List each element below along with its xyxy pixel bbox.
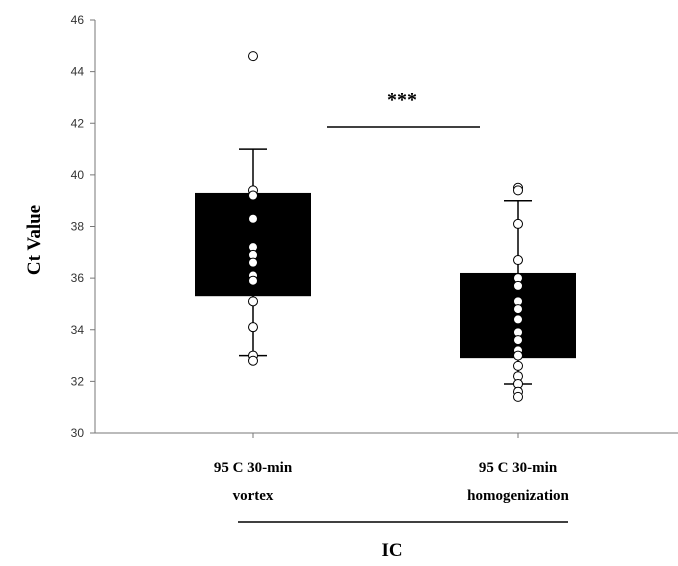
data-point <box>249 214 258 223</box>
data-point <box>249 297 258 306</box>
significance-label: *** <box>387 89 417 111</box>
data-point <box>514 361 523 370</box>
y-tick-label: 44 <box>71 65 85 79</box>
y-tick-label: 40 <box>71 168 85 182</box>
data-point <box>514 336 523 345</box>
data-point <box>514 392 523 401</box>
data-point <box>514 219 523 228</box>
data-point <box>249 276 258 285</box>
y-axis-title: Ct Value <box>24 205 45 275</box>
y-tick-label: 30 <box>71 426 85 440</box>
x-category-label-line2: homogenization <box>467 488 569 504</box>
y-tick-label: 34 <box>71 323 85 337</box>
x-axis-title: IC <box>381 540 402 561</box>
data-point <box>249 258 258 267</box>
data-point <box>249 191 258 200</box>
data-point <box>514 256 523 265</box>
y-tick-label: 38 <box>71 220 85 234</box>
x-category-label-line1: 95 C 30-min <box>214 460 293 476</box>
y-tick-label: 46 <box>71 13 85 27</box>
x-category-label-line2: vortex <box>233 488 274 504</box>
data-point <box>249 356 258 365</box>
y-tick-label: 32 <box>71 374 85 388</box>
significance-annotation: *** <box>327 89 480 127</box>
y-tick-label: 42 <box>71 116 85 130</box>
y-tick-label: 36 <box>71 271 85 285</box>
data-point <box>514 351 523 360</box>
data-point <box>249 323 258 332</box>
data-point <box>514 186 523 195</box>
data-point <box>249 52 258 61</box>
x-axis-category-labels: 95 C 30-min vortex 95 C 30-min homogenizati… <box>214 433 570 504</box>
axes <box>95 20 678 433</box>
y-axis-ticks: 30 32 34 36 38 40 42 44 46 <box>71 13 95 440</box>
data-point <box>514 305 523 314</box>
x-category-label-line1: 95 C 30-min <box>479 460 558 476</box>
data-point <box>514 315 523 324</box>
data-point <box>514 281 523 290</box>
